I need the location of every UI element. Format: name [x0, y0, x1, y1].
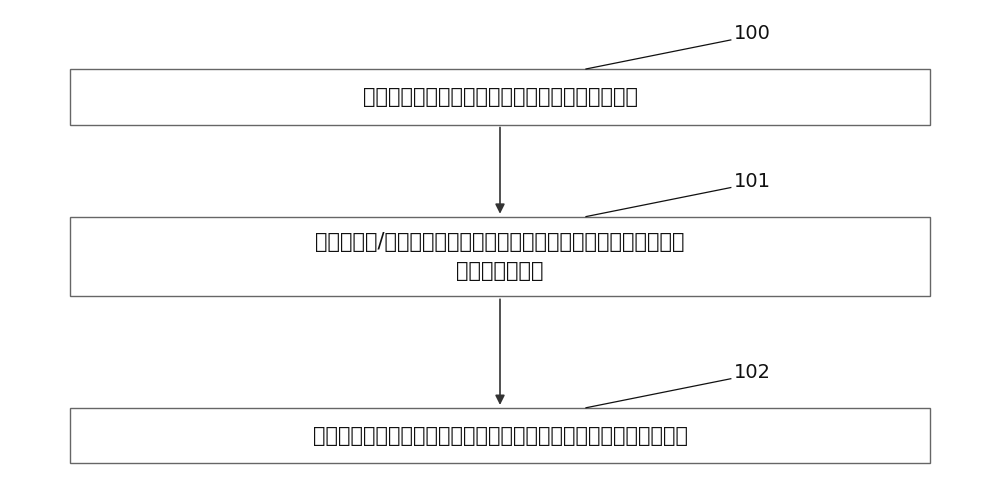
- Bar: [70, 408, 930, 464]
- Text: 101: 101: [734, 172, 771, 191]
- Text: 的传热微分方程: 的传热微分方程: [456, 261, 544, 281]
- Text: 100: 100: [734, 24, 771, 43]
- Bar: [70, 69, 930, 124]
- Text: 将井筒沿径向方向划分为两个或两个以上组成部分: 将井筒沿径向方向划分为两个或两个以上组成部分: [362, 87, 638, 107]
- Text: 102: 102: [734, 363, 771, 382]
- Text: 对传热微分方程进行离散和数值迭代处理，获得井筒的瞬态温度分布: 对传热微分方程进行离散和数值迭代处理，获得井筒的瞬态温度分布: [312, 425, 688, 446]
- Text: 结合径向和/或轴向导热信息，获得计算各组成部分的瞬态传热信息: 结合径向和/或轴向导热信息，获得计算各组成部分的瞬态传热信息: [315, 232, 685, 252]
- Bar: [70, 217, 930, 296]
